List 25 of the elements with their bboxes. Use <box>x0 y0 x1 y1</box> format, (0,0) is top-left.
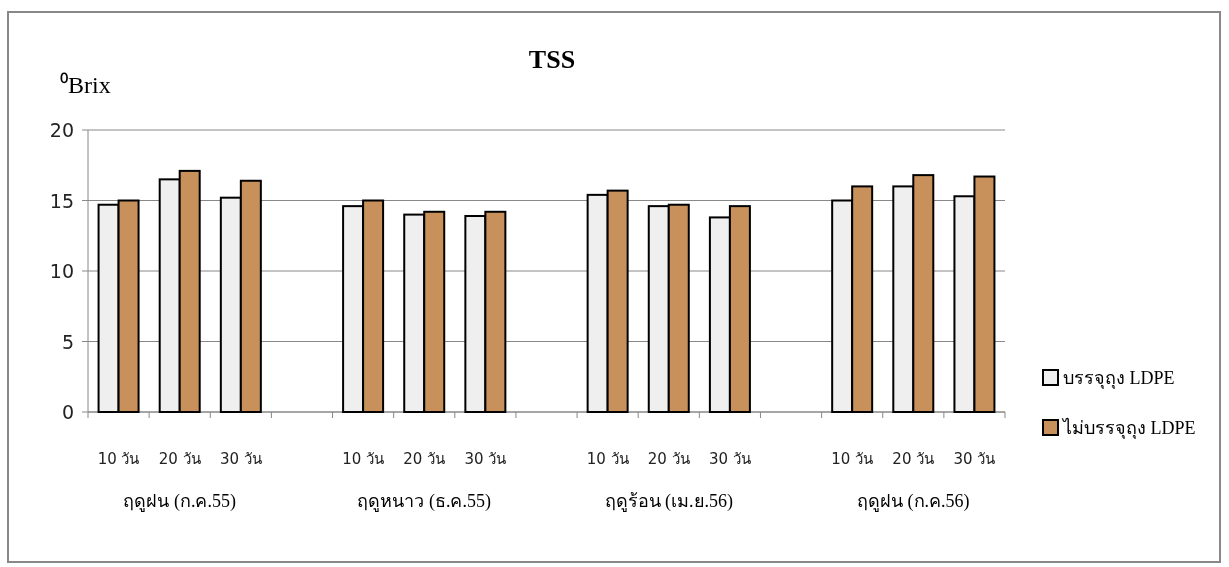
x-tick-label: 30 วัน <box>708 450 751 468</box>
x-tick-label: 30 วัน <box>219 450 262 468</box>
x-tick-label: 10 วัน <box>586 450 629 468</box>
y-tick-label: 20 <box>49 119 74 141</box>
y-tick-label: 10 <box>49 260 74 282</box>
y-tick-label: 0 <box>61 401 74 423</box>
x-tick-label: 10 วัน <box>97 450 140 468</box>
x-tick-label: 10 วัน <box>831 450 874 468</box>
x-tick-label: 30 วัน <box>953 450 996 468</box>
x-tick-label: 30 วัน <box>464 450 507 468</box>
x-tick-label: 10 วัน <box>342 450 385 468</box>
y-tick-label: 5 <box>61 330 74 353</box>
text: ฤดูหนาว (ธ.ค.55) <box>357 491 491 512</box>
text: ฤดูฝน (ก.ค.55) <box>123 491 236 512</box>
y-axis-title: ⁰Brix <box>60 72 111 98</box>
x-tick-label: 20 วัน <box>158 450 201 468</box>
x-tick-label: 20 วัน <box>892 450 935 468</box>
chart-title: TSS <box>528 45 576 74</box>
legend-label: ไม่บรรจุถุง LDPE <box>1061 417 1196 439</box>
text: ฤดูฝน (ก.ค.56) <box>857 491 970 512</box>
y-tick-label: 15 <box>49 189 74 212</box>
x-tick-label: 20 วัน <box>647 450 690 468</box>
text: ฤดูร้อน (เม.ย.56) <box>604 491 734 512</box>
x-tick-label: 20 วัน <box>403 450 446 468</box>
legend-label: บรรจุถุง LDPE <box>1063 368 1175 389</box>
